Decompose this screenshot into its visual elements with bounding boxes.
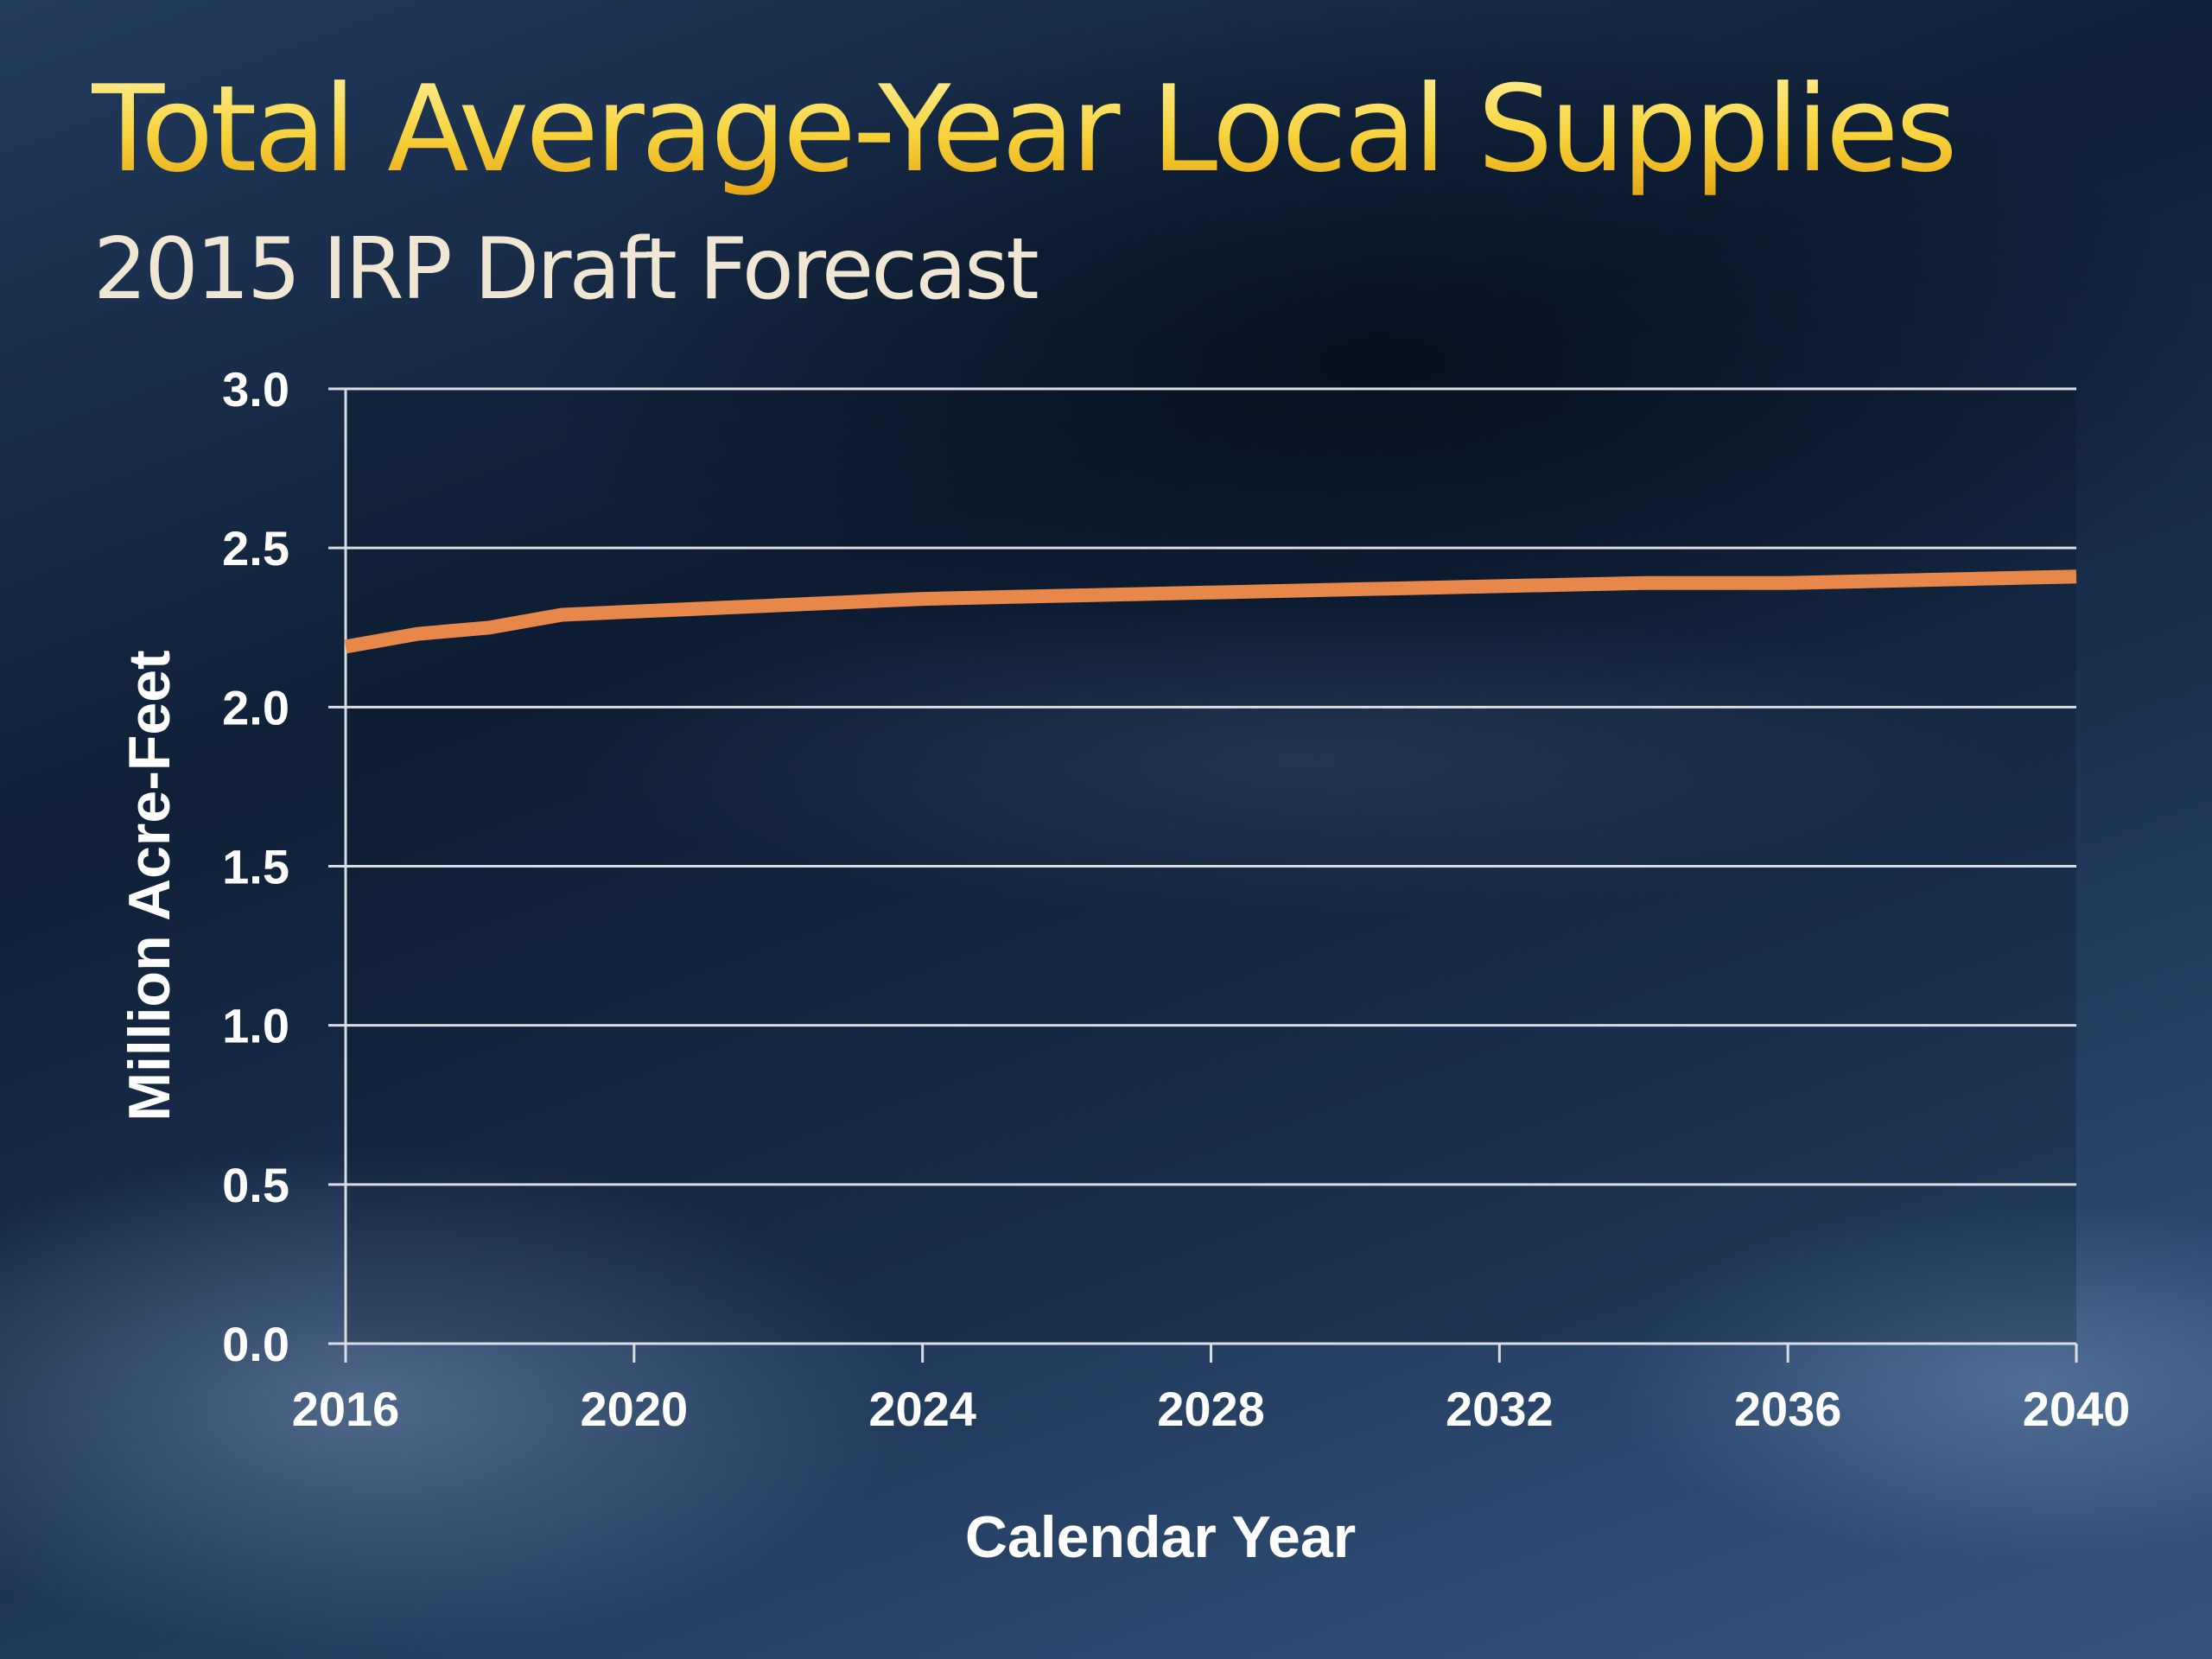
series-line (344, 569, 2077, 654)
chart-subtitle: 2015 IRP Draft Forecast (93, 220, 1039, 319)
x-tick-label: 2016 (292, 1382, 400, 1436)
x-tick-label: 2040 (2023, 1382, 2131, 1436)
y-tick-label: 1.0 (222, 999, 289, 1053)
y-tick-label: 3.0 (222, 362, 289, 416)
x-axis-label: Calendar Year (965, 1504, 1356, 1570)
x-tick-label: 2036 (1734, 1382, 1842, 1436)
x-tick-label: 2032 (1446, 1382, 1554, 1436)
chart-title: Total Average-Year Local Supplies (92, 60, 1958, 199)
series-layer (344, 569, 2077, 654)
x-tick-label: 2024 (868, 1382, 976, 1436)
y-tick-label: 2.0 (222, 680, 289, 734)
y-axis-label: Million Acre-Feet (117, 650, 182, 1121)
y-tick-label: 2.5 (222, 521, 289, 575)
axis-ticks: 0.0 0.5 1.0 1.5 2.0 2.5 3.0 2016 2020 2024 2028 203… (222, 362, 2130, 1436)
y-tick-label: 1.5 (222, 840, 289, 894)
x-tick-label: 2020 (581, 1382, 689, 1436)
y-tick-label: 0.0 (222, 1317, 289, 1371)
gridlines (328, 387, 2076, 1186)
y-tick-label: 0.5 (222, 1158, 289, 1212)
x-tick-label: 2028 (1157, 1382, 1265, 1436)
